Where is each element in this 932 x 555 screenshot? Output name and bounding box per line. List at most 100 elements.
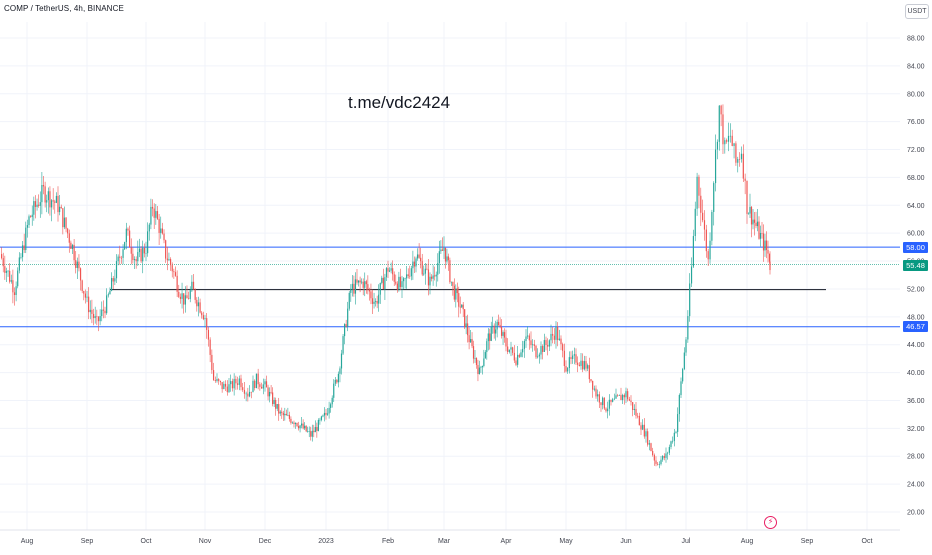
- x-tick-label: Mar: [438, 538, 451, 545]
- x-tick-label: Apr: [501, 538, 513, 545]
- candle-body: [472, 346, 475, 359]
- candle-body: [667, 452, 669, 454]
- candle-body: [632, 402, 634, 410]
- candle-body: [107, 294, 109, 296]
- candle-body: [543, 340, 545, 352]
- candle-body: [319, 419, 321, 421]
- candle-body: [276, 404, 278, 409]
- candle-body: [115, 261, 118, 279]
- candle-body: [583, 361, 585, 370]
- candle-body: [18, 257, 20, 271]
- candle-body: [31, 214, 33, 218]
- candle-body: [608, 399, 610, 409]
- candle-body: [692, 236, 694, 267]
- watermark-text: t.me/vdc2424: [348, 93, 451, 112]
- candle-body: [81, 280, 83, 292]
- candle-body: [370, 291, 372, 299]
- candle-body: [486, 341, 488, 353]
- candle-body: [110, 278, 113, 291]
- y-tick-label: 84.00: [907, 63, 925, 70]
- candle-body: [86, 296, 88, 298]
- candle-body: [409, 275, 411, 277]
- candle-body: [447, 256, 450, 261]
- candle-body: [573, 354, 575, 356]
- time-axis[interactable]: Aug Sep Oct Nov Dec 2023 Feb Mar Apr May Jun Jul Aug…: [0, 529, 900, 545]
- candle-body: [716, 141, 719, 150]
- candle-body: [642, 424, 644, 430]
- candle-body: [617, 395, 619, 396]
- candle-body: [199, 302, 201, 313]
- candle-body: [390, 268, 392, 271]
- currency-button[interactable]: USDT: [905, 4, 929, 19]
- candle-body: [742, 153, 744, 179]
- x-tick-label: May: [559, 538, 573, 545]
- candle-body: [441, 249, 444, 251]
- candle-body: [166, 258, 168, 261]
- candle-body: [223, 383, 225, 390]
- candle-body: [755, 222, 757, 227]
- candle-body: [384, 277, 386, 289]
- candle-body: [262, 384, 264, 389]
- candle-body: [768, 253, 771, 262]
- candle-body: [582, 360, 584, 370]
- candle-body: [672, 440, 674, 442]
- candle-body: [567, 367, 569, 372]
- candle-body: [174, 272, 177, 276]
- candle-body: [538, 354, 540, 357]
- candle-body: [435, 274, 437, 277]
- candle-body: [620, 395, 622, 401]
- candle-body: [598, 394, 600, 403]
- candle-body: [316, 427, 318, 431]
- candle-body: [330, 404, 332, 408]
- y-tick-label: 44.00: [907, 342, 925, 349]
- candle-body: [696, 176, 698, 209]
- candle-body: [406, 274, 408, 279]
- candle-body: [605, 408, 607, 412]
- candle-body: [337, 373, 339, 383]
- candle-body: [201, 312, 203, 316]
- candle-body: [685, 339, 687, 353]
- candle-body: [727, 135, 730, 142]
- candle-body: [446, 256, 448, 262]
- candle-body: [533, 344, 535, 346]
- candle-body: [287, 414, 289, 416]
- candle-body: [156, 211, 159, 219]
- symbol-title: COMP / TetherUS, 4h, BINANCE: [4, 4, 124, 13]
- candle-body: [20, 257, 22, 258]
- lightning-icon[interactable]: ⚡: [764, 516, 777, 529]
- candle-body: [746, 180, 748, 214]
- candle-body: [245, 393, 247, 395]
- x-tick-label: Nov: [199, 538, 212, 545]
- candle-body: [580, 360, 582, 366]
- candle-body: [140, 248, 142, 262]
- candle-body: [124, 242, 126, 250]
- candle-body: [122, 249, 124, 258]
- candle-body: [655, 460, 657, 464]
- candle-body: [254, 380, 256, 389]
- candle-body: [500, 326, 503, 336]
- y-tick-label: 48.00: [907, 314, 925, 321]
- candle-body: [50, 200, 53, 208]
- candle-body: [353, 283, 355, 294]
- candle-body: [568, 357, 570, 368]
- candle-body: [247, 393, 249, 397]
- candle-body: [623, 394, 625, 398]
- candle-body: [165, 240, 167, 259]
- candle-body: [359, 280, 361, 283]
- candle-body: [547, 344, 549, 347]
- candle-body: [153, 208, 155, 218]
- candle-body: [434, 275, 436, 277]
- candle-body: [502, 332, 504, 336]
- candle-body: [216, 379, 218, 381]
- candle-body: [311, 430, 313, 437]
- candle-body: [713, 183, 715, 212]
- candle-body: [452, 281, 454, 286]
- candle-body: [505, 337, 507, 347]
- y-tick-label: 60.00: [907, 231, 925, 238]
- candle-body: [202, 315, 204, 320]
- candle-body: [503, 332, 506, 338]
- price-axis[interactable]: 20.00 24.00 28.00 32.00 36.00 40.00 44.00 48.00…: [900, 0, 932, 550]
- candle-body: [270, 391, 272, 393]
